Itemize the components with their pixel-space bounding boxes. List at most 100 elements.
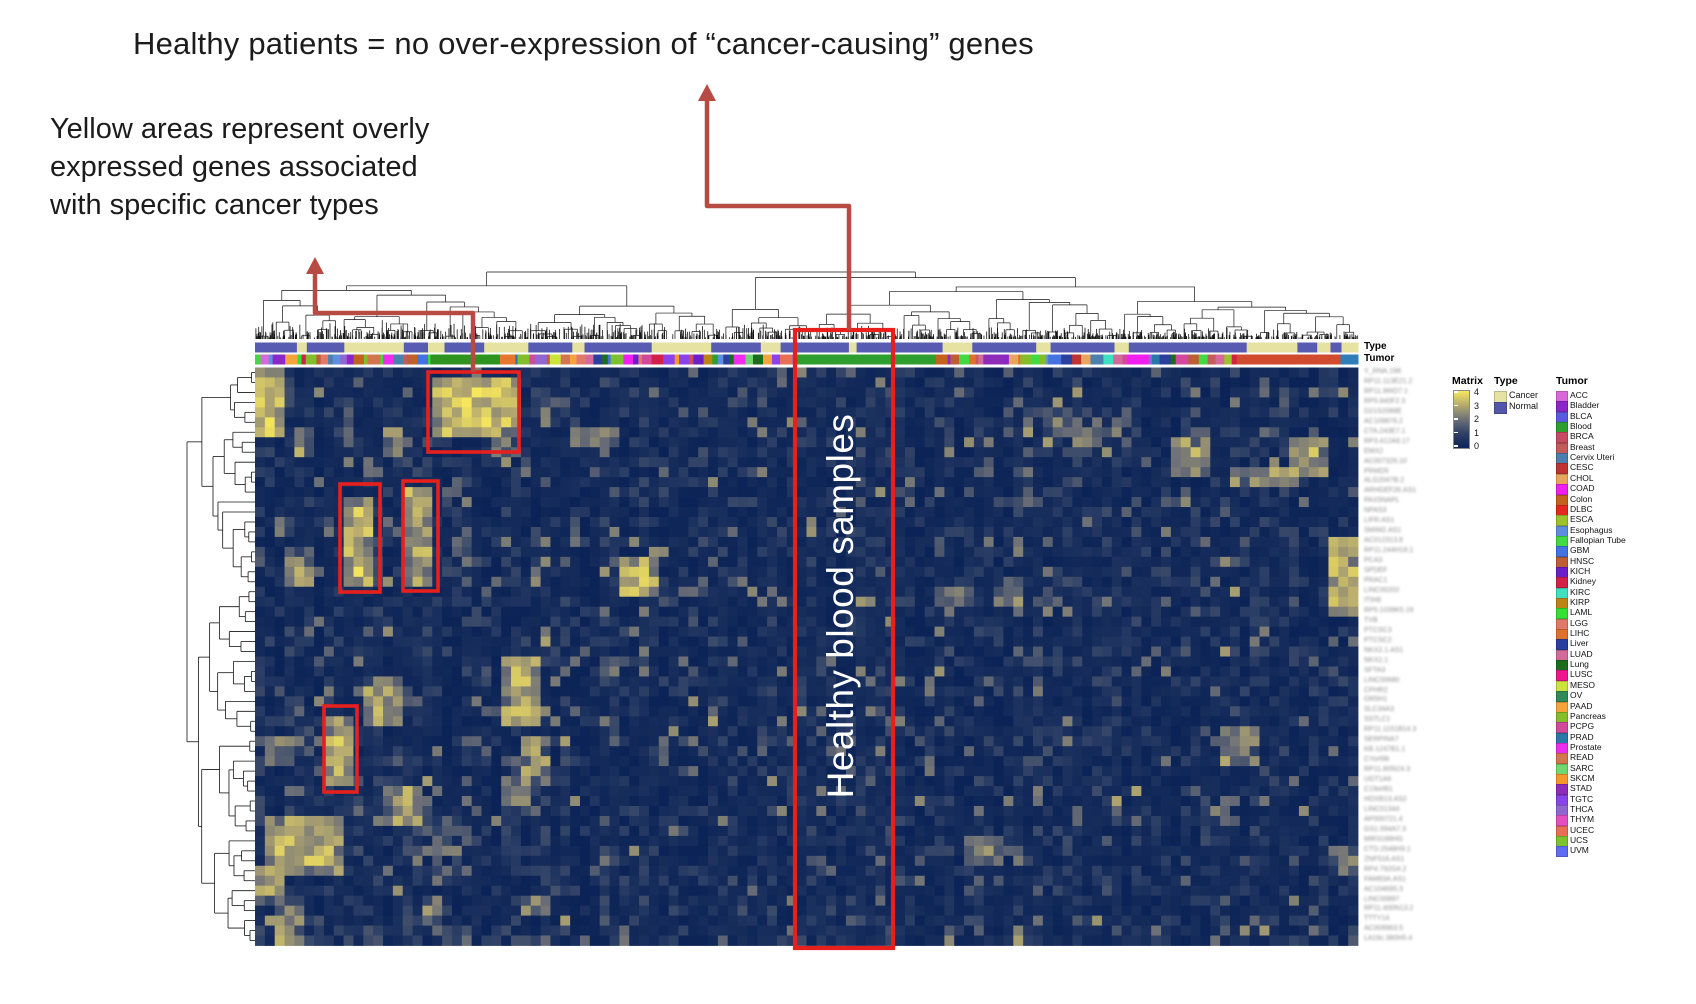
legend-swatch-paad (1556, 701, 1568, 713)
highlight-box (322, 704, 359, 794)
matrix-colorbar (1453, 390, 1470, 449)
legend-label: Fallopian Tube (1570, 534, 1626, 545)
legend-swatch-tgtc (1556, 794, 1568, 806)
legend-swatch-laml (1556, 608, 1568, 620)
legend-label: THCA (1570, 804, 1594, 814)
heatmap-cells (255, 367, 1359, 946)
row-label: EMX2 (1364, 447, 1384, 455)
row-label: SFTA3 (1364, 666, 1386, 674)
row-label: RP11.244H18.1 (1364, 547, 1414, 555)
legend-swatch-cesc (1556, 463, 1568, 475)
legend-swatch-meso (1556, 680, 1568, 692)
legend-label: PCPG (1570, 721, 1595, 732)
legend-label: THYM (1570, 814, 1595, 825)
row-label: CTD.2548H9.1 (1364, 845, 1411, 853)
legend-swatch-stad (1556, 784, 1568, 796)
legend-label: UCS (1570, 835, 1588, 846)
row-label: RP11.400N13.2 (1364, 905, 1414, 913)
legend-label: KIRP (1570, 597, 1590, 607)
colorbar-tick-label: 3 (1474, 400, 1480, 411)
row-label: AC009963.5 (1364, 925, 1403, 933)
legend-label: STAD (1570, 783, 1593, 794)
row-label: RP11.805I24.3 (1364, 766, 1411, 774)
legend-label: Cervix Uteri (1570, 452, 1615, 463)
legend-swatch-esca (1556, 515, 1568, 527)
legend-label: Bladder (1570, 400, 1600, 411)
legend-label: ESCA (1570, 514, 1594, 525)
row-label: AC104695.3 (1364, 885, 1403, 893)
legend-swatch-uvm (1556, 846, 1568, 858)
legend-label: COAD (1570, 483, 1595, 494)
legend-swatch-read (1556, 753, 1568, 765)
legend-swatch-brca (1556, 432, 1568, 444)
legend-label: LIHC (1570, 628, 1590, 639)
highlight-boxes (322, 327, 896, 951)
row-label: LIFR.AS1 (1364, 517, 1395, 525)
legend-label: Liver (1570, 638, 1589, 649)
legend-swatch-colon (1556, 494, 1568, 506)
healthy-samples-box (792, 327, 896, 951)
row-label: AC012313.8 (1364, 537, 1403, 545)
row-label: RP3.412A9.17 (1364, 437, 1410, 445)
arrow-line (704, 97, 852, 330)
row-label: RP5.940F2.3 (1364, 397, 1406, 405)
row-label: FAM83A.AS1 (1364, 875, 1407, 883)
row-label: SERPINA7 (1364, 736, 1399, 744)
legend-swatch-acc (1556, 391, 1568, 402)
legend-swatch-normal (1494, 402, 1507, 415)
row-label: ALG2047B.2 (1364, 477, 1405, 485)
legend-swatch-cervix-uteri (1556, 453, 1568, 465)
row-label: LINC00680 (1364, 676, 1400, 684)
legend-label: Cancer (1509, 390, 1539, 400)
note-line-1: Yellow areas represent overly (50, 113, 430, 145)
legend-swatch-hnsc (1556, 556, 1568, 568)
legend-swatch-lusc (1556, 670, 1568, 682)
legend-label: LUAD (1570, 648, 1593, 659)
row-label: SMIM2.AS1 (1364, 527, 1402, 535)
legend-swatch-chol (1556, 473, 1568, 485)
legend-label: LUSC (1570, 669, 1593, 680)
legend-swatch-pcpg (1556, 722, 1568, 734)
note-line-3: with specific cancer types (50, 189, 379, 221)
legend-swatch-thca (1556, 805, 1568, 816)
colorbar-tick-label: 2 (1474, 414, 1480, 424)
row-label: CPHR2 (1364, 686, 1388, 694)
legend-swatch-kich (1556, 566, 1568, 578)
legend-swatch-ucs (1556, 836, 1568, 848)
legend-label: OV (1570, 690, 1583, 701)
row-label: SLC34A3 (1364, 706, 1394, 714)
legend-label: UCEC (1570, 824, 1595, 835)
legend-swatch-breast (1556, 442, 1568, 454)
tumor-legend-title: Tumor (1556, 375, 1588, 387)
row-label: PTCSC3 (1364, 626, 1392, 634)
legend-label: UVM (1570, 845, 1589, 856)
row-label: D21S2088E (1364, 407, 1402, 415)
legend-swatch-ov (1556, 691, 1568, 703)
row-label: SPDEF (1364, 567, 1388, 575)
legend-label: PAAD (1570, 700, 1593, 711)
legend-swatch-blood (1556, 422, 1568, 434)
legend-swatch-gbm (1556, 546, 1568, 558)
legend-label: Lung (1570, 659, 1589, 670)
legend-label: DLBC (1570, 503, 1593, 514)
legend-swatch-lgg (1556, 618, 1568, 630)
row-label: TTTY14 (1364, 915, 1390, 923)
row-label: ZNF516.AS1 (1364, 855, 1405, 863)
type-track-label: Type (1364, 341, 1387, 352)
legend-label: GBM (1570, 545, 1590, 556)
row-label: PCA3 (1364, 557, 1383, 565)
row-label: NKX2.1.AS1 (1364, 646, 1404, 654)
legend-swatch-kidney (1556, 577, 1568, 589)
row-label: ITIH6 (1364, 596, 1382, 604)
legend-swatch-thym (1556, 815, 1568, 827)
row-label: C19orf81 (1364, 786, 1393, 794)
legend-label: CESC (1570, 462, 1594, 473)
legend-label: MESO (1570, 679, 1596, 690)
row-label: AC007326.10 (1364, 457, 1407, 465)
legend-label: Pancreas (1570, 710, 1606, 721)
legend-swatch-kirc (1556, 587, 1568, 599)
note-yellow-areas: Yellow areas represent overly expressed … (50, 110, 429, 224)
row-label: LINC01344 (1364, 805, 1400, 813)
row-label: RP11.113E21.2 (1364, 377, 1413, 385)
